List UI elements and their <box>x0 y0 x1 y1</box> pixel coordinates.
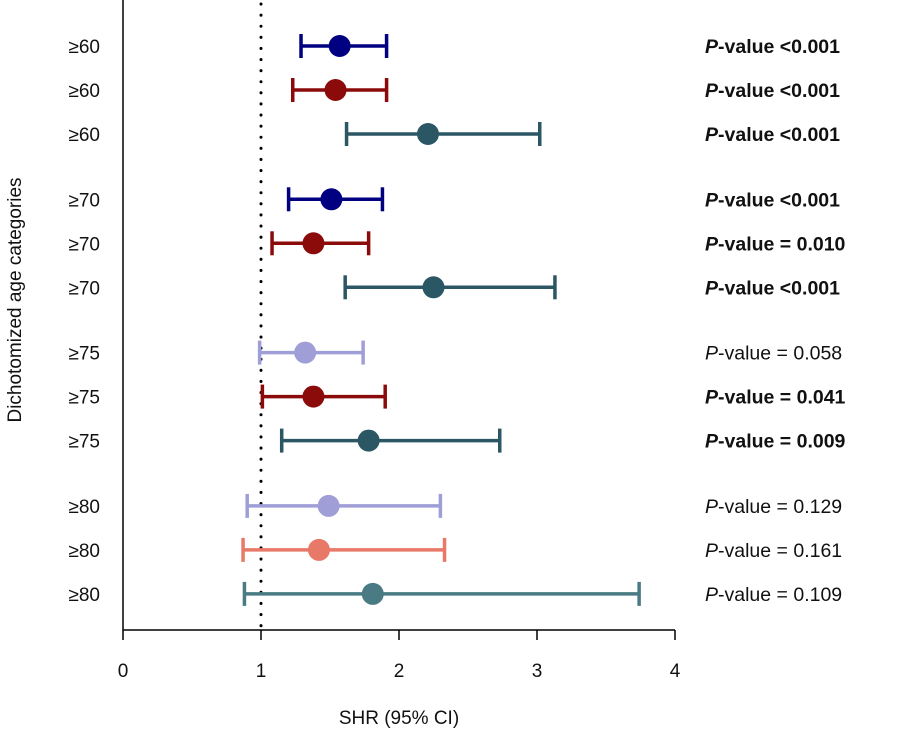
p-italic: P <box>705 233 719 255</box>
row-label: ≥70 <box>68 234 100 255</box>
x-tick-label: 3 <box>532 661 543 682</box>
p-value-label: P-value = 0.010 <box>705 233 846 255</box>
p-value-label: P-value = 0.058 <box>705 343 842 365</box>
row-label: ≥75 <box>68 388 100 409</box>
y-axis-label: Dichotomized age categories <box>5 177 26 422</box>
row-label: ≥60 <box>68 125 100 146</box>
point-estimate <box>357 429 380 452</box>
p-value-text: -value <0.001 <box>718 80 840 102</box>
p-value-text: -value = 0.129 <box>718 496 842 518</box>
p-value-text: -value = 0.010 <box>718 233 846 255</box>
x-tick-label: 4 <box>670 661 681 682</box>
p-value-text: -value = 0.041 <box>718 387 846 409</box>
p-italic: P <box>705 387 719 409</box>
point-estimate <box>317 494 340 517</box>
p-italic: P <box>705 189 719 211</box>
p-value-text: -value <0.001 <box>718 36 840 58</box>
p-value-label: P-value = 0.129 <box>705 496 842 518</box>
forest-row: ≥80 P-value = 0.161 <box>68 537 842 562</box>
point-estimate <box>294 341 317 364</box>
forest-row: ≥80 P-value = 0.109 <box>68 581 842 606</box>
p-value-text: -value = 0.058 <box>718 343 842 365</box>
axes <box>122 0 675 631</box>
p-value-text: -value = 0.161 <box>718 540 842 562</box>
point-estimate <box>416 123 439 145</box>
x-tick-label: 2 <box>394 661 405 682</box>
point-estimate <box>324 79 347 101</box>
forest-row: ≥75 P-value = 0.041 <box>68 384 846 409</box>
row-label: ≥75 <box>68 432 100 453</box>
point-estimate <box>302 232 325 255</box>
p-italic: P <box>705 36 719 58</box>
p-italic: P <box>705 431 719 453</box>
p-value-label: P-value = 0.109 <box>705 584 842 606</box>
x-axis-label: SHR (95% CI) <box>339 708 459 729</box>
forest-row: ≥75 P-value = 0.009 <box>68 428 846 453</box>
p-italic: P <box>705 124 719 146</box>
p-italic: P <box>705 277 719 299</box>
p-value-text: -value <0.001 <box>718 124 840 146</box>
p-value-text: -value = 0.009 <box>718 431 846 453</box>
point-estimate <box>302 385 325 408</box>
forest-row: ≥75 P-value = 0.058 <box>68 340 842 365</box>
p-italic: P <box>705 584 718 606</box>
point-estimate <box>361 582 384 605</box>
point-estimate <box>320 188 343 211</box>
forest-row: ≥60 P-value <0.001 <box>68 78 840 102</box>
p-italic: P <box>705 80 719 102</box>
row-label: ≥60 <box>68 81 100 102</box>
row-label: ≥60 <box>68 37 100 58</box>
p-value-label: P-value <0.001 <box>705 36 840 58</box>
forest-row: ≥60 P-value <0.001 <box>68 34 840 58</box>
row-label: ≥70 <box>68 190 100 211</box>
p-value-text: -value <0.001 <box>718 189 840 211</box>
p-value-label: P-value <0.001 <box>705 277 840 299</box>
forest-row: ≥70 P-value <0.001 <box>68 275 840 300</box>
point-estimate <box>307 538 330 561</box>
x-tick-label: 0 <box>118 661 129 682</box>
p-value-label: P-value <0.001 <box>705 189 840 211</box>
row-label: ≥80 <box>68 585 100 606</box>
point-estimate <box>422 276 445 299</box>
p-value-label: P-value = 0.161 <box>705 540 842 562</box>
forest-row: ≥80 P-value = 0.129 <box>68 493 842 518</box>
p-italic: P <box>705 343 718 365</box>
p-italic: P <box>705 496 718 518</box>
row-label: ≥75 <box>68 344 100 365</box>
row-label: ≥80 <box>68 497 100 518</box>
point-estimate <box>328 35 351 57</box>
p-value-label: P-value <0.001 <box>705 80 840 102</box>
p-value-label: P-value = 0.009 <box>705 431 846 453</box>
p-value-label: P-value = 0.041 <box>705 387 846 409</box>
x-tick-label: 1 <box>256 661 267 682</box>
forest-row: ≥60 P-value <0.001 <box>68 122 840 146</box>
row-label: ≥80 <box>68 541 100 562</box>
p-value-text: -value <0.001 <box>718 277 840 299</box>
forest-row: ≥70 P-value = 0.010 <box>68 231 846 256</box>
p-italic: P <box>705 540 718 562</box>
forest-row: ≥70 P-value <0.001 <box>68 187 840 212</box>
p-value-label: P-value <0.001 <box>705 124 840 146</box>
p-value-text: -value = 0.109 <box>718 584 842 606</box>
row-label: ≥70 <box>68 278 100 299</box>
